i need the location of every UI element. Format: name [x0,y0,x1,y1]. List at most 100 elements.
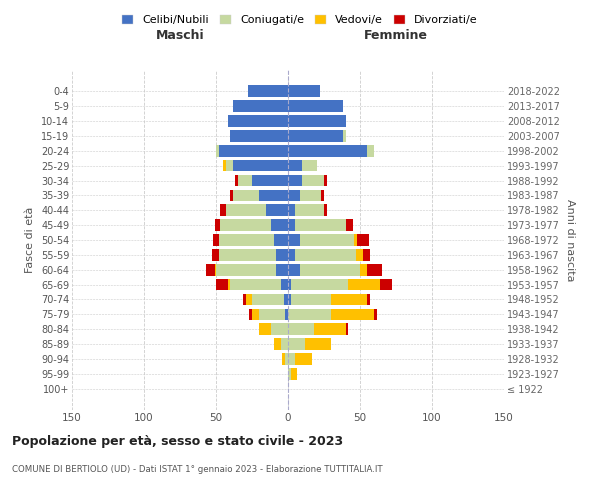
Bar [206,264,215,276]
Bar [212,249,219,260]
Bar [288,234,299,246]
Bar [295,204,324,216]
Bar [367,294,370,306]
Bar [299,264,360,276]
Bar [288,204,295,216]
Bar [331,308,374,320]
Bar [295,353,313,365]
Bar [324,204,327,216]
Bar [233,100,288,112]
Bar [291,279,349,290]
Bar [288,145,367,156]
Bar [216,264,277,276]
Bar [324,174,327,186]
Bar [284,294,288,306]
Bar [288,308,331,320]
Bar [349,279,380,290]
Bar [215,220,220,231]
Bar [252,308,259,320]
Y-axis label: Anni di nascita: Anni di nascita [565,198,575,281]
Bar [314,324,346,335]
Bar [215,264,216,276]
Bar [302,174,324,186]
Bar [233,190,259,201]
Bar [288,353,295,365]
Bar [223,160,226,172]
Bar [285,353,288,365]
Bar [357,234,368,246]
Bar [321,190,324,201]
Bar [230,130,288,141]
Bar [233,160,288,172]
Bar [216,145,219,156]
Bar [277,249,288,260]
Bar [331,294,367,306]
Bar [346,324,349,335]
Bar [219,145,288,156]
Bar [216,279,227,290]
Bar [281,338,288,350]
Bar [219,234,274,246]
Bar [288,130,343,141]
Bar [288,220,295,231]
Bar [288,174,302,186]
Bar [227,279,230,290]
Bar [259,190,288,201]
Bar [219,249,277,260]
Bar [343,130,346,141]
Bar [374,308,377,320]
Bar [226,204,266,216]
Text: Maschi: Maschi [155,30,205,43]
Bar [271,324,288,335]
Bar [259,308,285,320]
Bar [246,294,252,306]
Bar [285,308,288,320]
Bar [266,204,288,216]
Bar [367,145,374,156]
Bar [227,115,288,127]
Bar [295,249,356,260]
Bar [252,174,288,186]
Bar [288,279,291,290]
Bar [288,190,299,201]
Text: Femmine: Femmine [364,30,428,43]
Bar [248,86,288,97]
Bar [238,174,252,186]
Bar [367,264,382,276]
Bar [274,234,288,246]
Bar [235,174,238,186]
Bar [302,160,317,172]
Bar [249,308,252,320]
Bar [299,234,354,246]
Bar [259,324,271,335]
Bar [281,279,288,290]
Y-axis label: Fasce di età: Fasce di età [25,207,35,273]
Bar [288,294,291,306]
Bar [288,324,314,335]
Legend: Celibi/Nubili, Coniugati/e, Vedovi/e, Divorziati/e: Celibi/Nubili, Coniugati/e, Vedovi/e, Di… [118,10,482,30]
Bar [252,294,284,306]
Bar [356,249,363,260]
Bar [274,338,281,350]
Bar [295,220,346,231]
Bar [299,190,321,201]
Bar [220,220,271,231]
Bar [288,249,295,260]
Bar [288,100,343,112]
Text: Popolazione per età, sesso e stato civile - 2023: Popolazione per età, sesso e stato civil… [12,435,343,448]
Bar [277,264,288,276]
Bar [363,249,370,260]
Bar [291,368,296,380]
Bar [305,338,331,350]
Bar [213,234,219,246]
Bar [271,220,288,231]
Bar [244,294,246,306]
Bar [291,294,331,306]
Bar [288,338,305,350]
Bar [282,353,285,365]
Bar [230,279,281,290]
Bar [288,264,299,276]
Bar [226,160,233,172]
Bar [380,279,392,290]
Bar [288,115,346,127]
